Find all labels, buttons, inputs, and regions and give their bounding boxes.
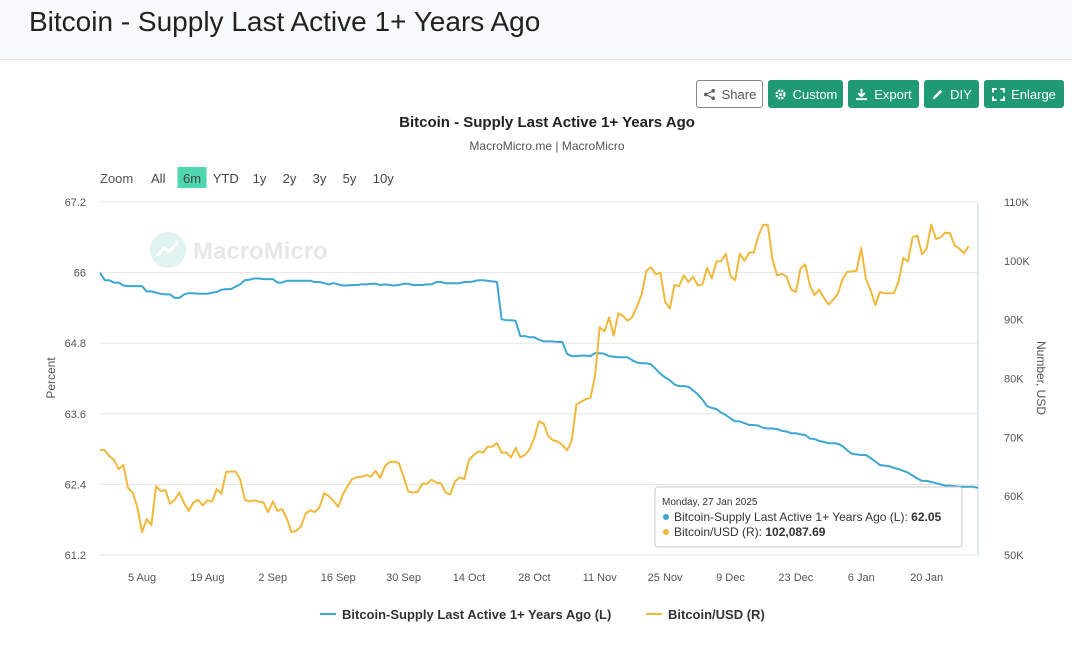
x-tick-label: 9 Dec [716, 572, 745, 584]
y-right-tick-label: 90K [1004, 315, 1024, 327]
custom-label: Custom [792, 86, 838, 102]
y-left-tick-label: 64.8 [65, 338, 86, 350]
tooltip-date: Monday, 27 Jan 2025 [662, 497, 758, 508]
legend-label-supply: Bitcoin-Supply Last Active 1+ Years Ago … [342, 607, 611, 622]
series-lines [99, 223, 979, 534]
zoom-option-10y[interactable]: 10y [373, 171, 394, 186]
y-right-tick-label: 70K [1004, 432, 1024, 444]
zoom-option-label: YTD [213, 171, 239, 186]
zoom-option-1y[interactable]: 1y [253, 171, 267, 186]
x-tick-label: 20 Jan [910, 572, 943, 584]
y-right-tick-label: 60K [1004, 491, 1024, 503]
chart-title: Bitcoin - Supply Last Active 1+ Years Ag… [399, 114, 695, 131]
zoom-option-ytd[interactable]: YTD [213, 171, 239, 186]
download-icon [856, 88, 868, 100]
zoom-option-6m[interactable]: 6m [177, 167, 207, 188]
zoom-option-label: 3y [313, 171, 327, 186]
zoom-option-label: 1y [253, 171, 267, 186]
legend: Bitcoin-Supply Last Active 1+ Years Ago … [320, 607, 765, 622]
tooltip: Monday, 27 Jan 2025 Bitcoin-Supply Last … [654, 486, 963, 548]
x-tick-label: 23 Dec [778, 572, 813, 584]
enlarge-label: Enlarge [1011, 86, 1056, 102]
y-right-tick-label: 50K [1004, 550, 1024, 562]
tooltip-entry-right: Bitcoin/USD (R): 102,087.69 [674, 525, 826, 539]
page-header: Bitcoin - Supply Last Active 1+ Years Ag… [0, 0, 1072, 60]
diy-button[interactable]: DIY [924, 80, 979, 108]
x-tick-label: 11 Nov [583, 572, 618, 584]
x-tick-label: 5 Aug [128, 572, 156, 584]
gear-icon [774, 88, 786, 100]
y-left-tick-label: 66 [74, 268, 86, 280]
legend-item-supply[interactable]: Bitcoin-Supply Last Active 1+ Years Ago … [320, 607, 611, 622]
zoom-option-label: 5y [343, 171, 357, 186]
zoom-label: Zoom [100, 171, 133, 186]
export-button[interactable]: Export [848, 80, 919, 108]
page-title: Bitcoin - Supply Last Active 1+ Years Ag… [29, 6, 541, 37]
zoom-option-label: 2y [283, 171, 297, 186]
chart-toolbar: Share Custom Export DIY Enlarge [0, 80, 1072, 110]
x-tick-label: 2 Sep [258, 572, 287, 584]
zoom-option-5y[interactable]: 5y [343, 171, 357, 186]
share-button[interactable]: Share [696, 80, 763, 108]
y-right-axis: 50K 60K 70K 80K 90K 100K 110K [1004, 197, 1030, 562]
tooltip-dot-right [663, 529, 669, 535]
y-right-label: Number, USD [1034, 341, 1048, 415]
zoom-option-2y[interactable]: 2y [283, 171, 297, 186]
x-tick-label: 25 Nov [648, 572, 683, 584]
series-line-btc [99, 223, 970, 534]
y-left-label: Percent [44, 357, 58, 399]
share-label: Share [721, 86, 757, 102]
zoom-option-label: All [151, 171, 166, 186]
x-axis: 5 Aug 19 Aug 2 Sep 16 Sep 30 Sep 14 Oct 28 Oct… [128, 572, 943, 584]
zoom-option-3y[interactable]: 3y [313, 171, 327, 186]
grid [100, 201, 979, 556]
chart-subtitle: MacroMicro.me | MacroMicro [469, 139, 624, 153]
y-left-tick-label: 63.6 [65, 409, 86, 421]
tooltip-dot-left [663, 514, 669, 520]
y-left-tick-label: 67.2 [65, 197, 86, 209]
x-tick-label: 28 Oct [518, 572, 550, 584]
x-tick-label: 6 Jan [848, 572, 875, 584]
y-left-tick-label: 62.4 [65, 479, 86, 491]
tooltip-box [654, 486, 963, 548]
watermark-text: MacroMicro [193, 238, 328, 265]
y-left-tick-label: 61.2 [65, 550, 86, 562]
x-tick-label: 30 Sep [386, 572, 421, 584]
zoom-bar: Zoom All 6m YTD 1y 2y 3y 5y 10y [100, 167, 394, 188]
watermark: MacroMicro [150, 232, 328, 268]
legend-label-btc: Bitcoin/USD (R) [668, 607, 765, 622]
expand-icon [992, 87, 1006, 101]
share-icon [703, 88, 715, 100]
diy-label: DIY [950, 86, 972, 102]
zoom-option-label: 10y [373, 171, 394, 186]
legend-item-btc[interactable]: Bitcoin/USD (R) [646, 607, 765, 622]
zoom-option-all[interactable]: All [151, 171, 166, 186]
y-right-tick-label: 100K [1004, 256, 1030, 268]
x-tick-label: 19 Aug [190, 572, 224, 584]
y-right-tick-label: 80K [1004, 374, 1024, 386]
y-right-tick-label: 110K [1004, 197, 1030, 209]
pencil-icon [933, 89, 943, 99]
zoom-option-highlight [177, 167, 207, 188]
x-tick-label: 14 Oct [453, 572, 485, 584]
zoom-option-label: 6m [183, 171, 201, 186]
series-line-supply [99, 272, 979, 489]
x-tick-label: 16 Sep [321, 572, 356, 584]
enlarge-button[interactable]: Enlarge [984, 80, 1064, 108]
tooltip-entry-left: Bitcoin-Supply Last Active 1+ Years Ago … [674, 510, 941, 524]
y-left-axis: 61.2 62.4 63.6 64.8 66 67.2 [65, 197, 86, 562]
macromicro-logo-icon [150, 232, 186, 268]
custom-button[interactable]: Custom [768, 80, 843, 108]
export-label: Export [874, 86, 912, 102]
